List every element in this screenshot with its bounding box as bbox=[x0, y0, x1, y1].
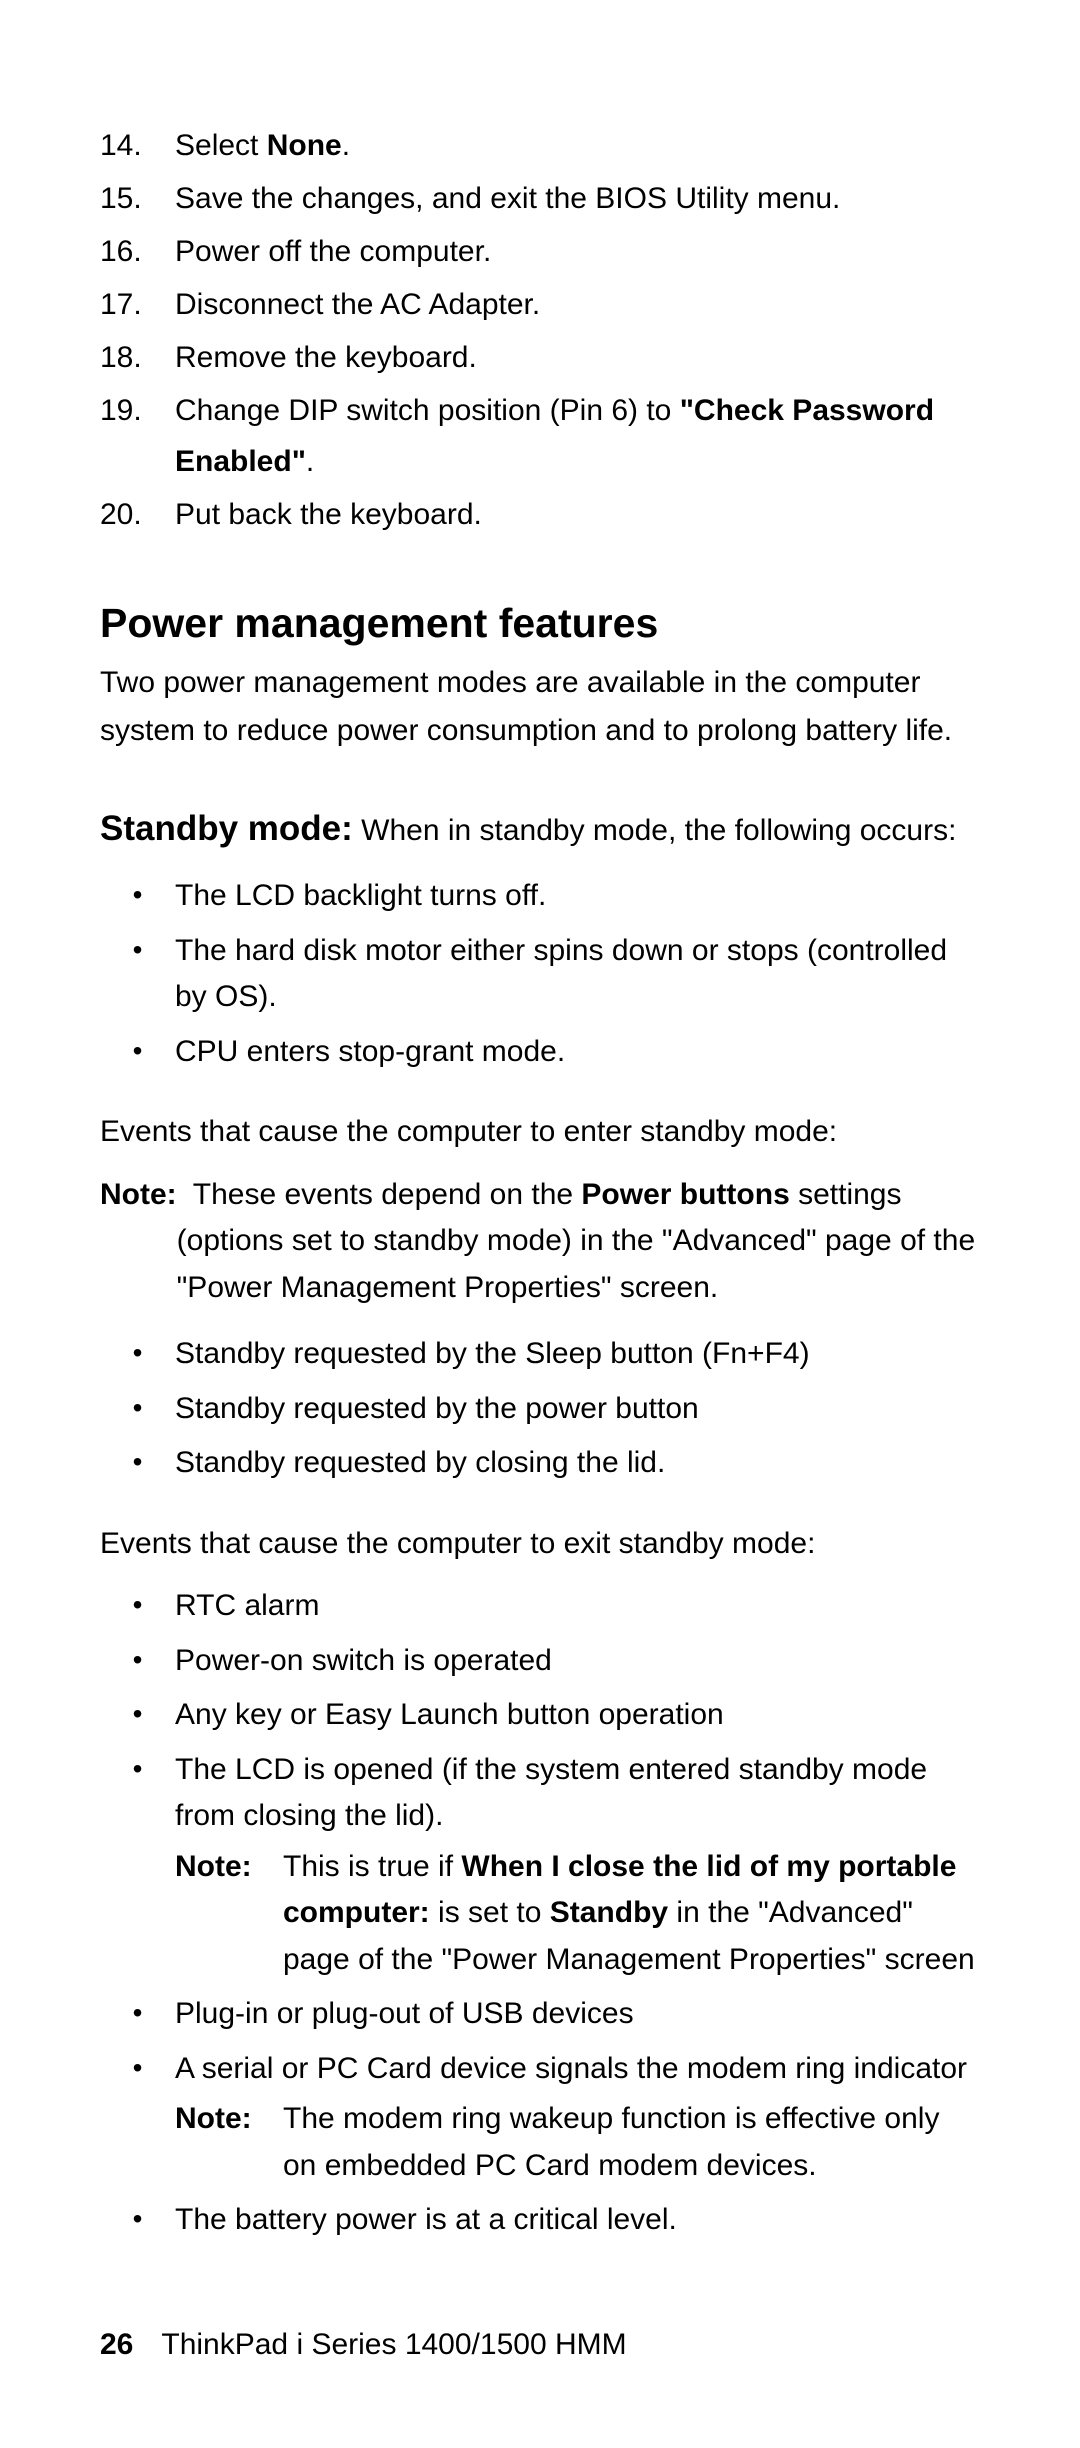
bullet-icon: • bbox=[100, 1386, 175, 1433]
exit-events-heading: Events that cause the computer to exit s… bbox=[100, 1521, 980, 1568]
item-text: Any key or Easy Launch button operation bbox=[175, 1692, 980, 1739]
item-text: Power-on switch is operated bbox=[175, 1638, 980, 1685]
item-text: Standby requested by the power button bbox=[175, 1386, 980, 1433]
document-page: 14. Select None. 15. Save the changes, a… bbox=[0, 0, 1080, 2448]
step-number: 14. bbox=[100, 120, 175, 171]
enter-events-list: •Standby requested by the Sleep button (… bbox=[100, 1331, 980, 1487]
note-label: Note: bbox=[100, 1172, 177, 1312]
list-item: • A serial or PC Card device signals the… bbox=[100, 2046, 980, 2190]
list-item: 20. Put back the keyboard. bbox=[100, 489, 980, 540]
nested-note: Note: The modem ring wakeup function is … bbox=[175, 2096, 980, 2189]
step-text: Disconnect the AC Adapter. bbox=[175, 279, 980, 330]
step-number: 20. bbox=[100, 489, 175, 540]
numbered-steps-list: 14. Select None. 15. Save the changes, a… bbox=[100, 120, 980, 540]
list-item: •The LCD backlight turns off. bbox=[100, 873, 980, 920]
item-text: CPU enters stop-grant mode. bbox=[175, 1029, 980, 1076]
note-label: Note: bbox=[175, 2096, 283, 2189]
item-text: The battery power is at a critical level… bbox=[175, 2197, 980, 2244]
step-text: Select None. bbox=[175, 120, 980, 171]
list-item: 15. Save the changes, and exit the BIOS … bbox=[100, 173, 980, 224]
bullet-icon: • bbox=[100, 873, 175, 920]
note-text: The modem ring wakeup function is effect… bbox=[283, 2096, 980, 2189]
list-item: 16. Power off the computer. bbox=[100, 226, 980, 277]
bullet-icon: • bbox=[100, 1440, 175, 1487]
list-item: •RTC alarm bbox=[100, 1583, 980, 1630]
list-item: • The LCD is opened (if the system enter… bbox=[100, 1747, 980, 1984]
step-text: Change DIP switch position (Pin 6) to "C… bbox=[175, 385, 980, 487]
note-text: These events depend on the Power buttons… bbox=[177, 1172, 980, 1312]
exit-events-list: •RTC alarm •Power-on switch is operated … bbox=[100, 1583, 980, 2244]
list-item: •Power-on switch is operated bbox=[100, 1638, 980, 1685]
note-block: Note: These events depend on the Power b… bbox=[100, 1172, 980, 1312]
bullet-icon: • bbox=[100, 1331, 175, 1378]
page-footer: 26 ThinkPad i Series 1400/1500 HMM bbox=[100, 2328, 627, 2362]
bullet-icon: • bbox=[100, 1029, 175, 1076]
note-text: This is true if When I close the lid of … bbox=[283, 1844, 980, 1984]
item-text: The LCD is opened (if the system entered… bbox=[175, 1753, 927, 1833]
list-item: 17. Disconnect the AC Adapter. bbox=[100, 279, 980, 330]
list-item: •Plug-in or plug-out of USB devices bbox=[100, 1991, 980, 2038]
page-number: 26 bbox=[100, 2328, 133, 2361]
step-text: Put back the keyboard. bbox=[175, 489, 980, 540]
standby-intro: Standby mode: When in standby mode, the … bbox=[100, 801, 980, 857]
note-label: Note: bbox=[175, 1844, 283, 1984]
bullet-icon: • bbox=[100, 1991, 175, 2038]
item-text: Standby requested by the Sleep button (F… bbox=[175, 1331, 980, 1378]
step-text: Power off the computer. bbox=[175, 226, 980, 277]
intro-paragraph: Two power management modes are available… bbox=[100, 659, 980, 755]
list-item: 18. Remove the keyboard. bbox=[100, 332, 980, 383]
item-text: RTC alarm bbox=[175, 1583, 980, 1630]
bullet-icon: • bbox=[100, 2197, 175, 2244]
bullet-icon: • bbox=[100, 928, 175, 1021]
step-number: 18. bbox=[100, 332, 175, 383]
standby-label: Standby mode: bbox=[100, 809, 353, 848]
step-number: 19. bbox=[100, 385, 175, 487]
footer-title: ThinkPad i Series 1400/1500 HMM bbox=[161, 2328, 626, 2361]
standby-occurs-list: •The LCD backlight turns off. •The hard … bbox=[100, 873, 980, 1075]
bullet-icon: • bbox=[100, 1747, 175, 1984]
item-text: Plug-in or plug-out of USB devices bbox=[175, 1991, 980, 2038]
list-item: 19. Change DIP switch position (Pin 6) t… bbox=[100, 385, 980, 487]
bullet-icon: • bbox=[100, 1638, 175, 1685]
bullet-icon: • bbox=[100, 2046, 175, 2190]
step-text: Save the changes, and exit the BIOS Util… bbox=[175, 173, 980, 224]
step-number: 15. bbox=[100, 173, 175, 224]
item-text: The hard disk motor either spins down or… bbox=[175, 928, 980, 1021]
bullet-icon: • bbox=[100, 1692, 175, 1739]
nested-note: Note: This is true if When I close the l… bbox=[175, 1844, 980, 1984]
section-heading: Power management features bbox=[100, 600, 980, 647]
list-item: •Any key or Easy Launch button operation bbox=[100, 1692, 980, 1739]
item-text: A serial or PC Card device signals the m… bbox=[175, 2052, 967, 2085]
list-item: •Standby requested by closing the lid. bbox=[100, 1440, 980, 1487]
list-item: •Standby requested by the Sleep button (… bbox=[100, 1331, 980, 1378]
list-item: •The hard disk motor either spins down o… bbox=[100, 928, 980, 1021]
item-text: Standby requested by closing the lid. bbox=[175, 1440, 980, 1487]
list-item: •CPU enters stop-grant mode. bbox=[100, 1029, 980, 1076]
enter-events-heading: Events that cause the computer to enter … bbox=[100, 1109, 980, 1156]
item-text: The LCD backlight turns off. bbox=[175, 873, 980, 920]
step-number: 17. bbox=[100, 279, 175, 330]
step-number: 16. bbox=[100, 226, 175, 277]
bullet-icon: • bbox=[100, 1583, 175, 1630]
list-item: 14. Select None. bbox=[100, 120, 980, 171]
list-item: •The battery power is at a critical leve… bbox=[100, 2197, 980, 2244]
list-item: •Standby requested by the power button bbox=[100, 1386, 980, 1433]
step-text: Remove the keyboard. bbox=[175, 332, 980, 383]
